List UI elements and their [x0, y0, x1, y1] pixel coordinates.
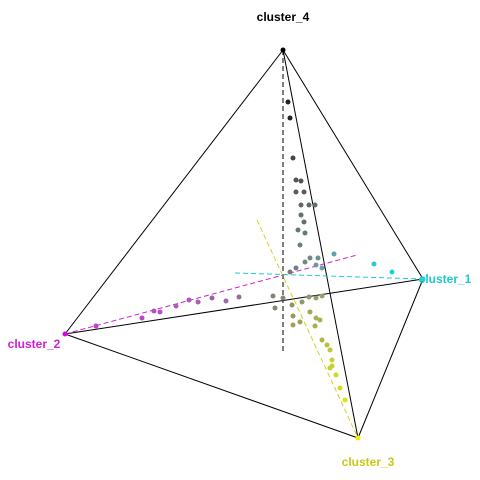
point [302, 259, 308, 265]
point [290, 155, 296, 161]
point [307, 309, 313, 315]
point [355, 435, 361, 441]
point [223, 298, 229, 304]
point [313, 262, 319, 268]
point [93, 323, 99, 329]
point [280, 295, 286, 301]
axis-line [256, 219, 359, 439]
edges [64, 49, 424, 439]
axes [64, 50, 424, 439]
edge [64, 333, 359, 439]
edge [64, 49, 284, 335]
point [312, 323, 318, 329]
point [302, 230, 308, 236]
point [157, 309, 163, 315]
point [306, 202, 312, 208]
point [301, 189, 307, 195]
point [297, 242, 303, 248]
edge [357, 278, 424, 439]
point [317, 317, 323, 323]
point [209, 295, 215, 301]
point [319, 337, 325, 343]
point [293, 177, 299, 183]
point [293, 189, 299, 195]
point [290, 313, 296, 319]
edge [282, 49, 424, 280]
point [297, 319, 303, 325]
point [306, 294, 312, 300]
point [389, 269, 395, 275]
point [151, 308, 157, 314]
axis-line [64, 254, 358, 335]
vertex-label: cluster_3 [342, 455, 395, 469]
point [301, 219, 307, 225]
point [289, 302, 295, 308]
edge [282, 49, 359, 439]
point [371, 261, 377, 267]
point [329, 363, 335, 369]
point [324, 342, 330, 348]
point [287, 115, 293, 121]
point [287, 269, 293, 275]
point [298, 202, 304, 208]
point [315, 255, 321, 261]
point [337, 385, 343, 391]
point [293, 265, 299, 271]
axis-line [234, 272, 424, 280]
point [195, 299, 201, 305]
point [329, 357, 335, 363]
vertex-label: cluster_4 [257, 10, 310, 24]
point [173, 303, 179, 309]
point [186, 297, 192, 303]
point [333, 372, 339, 378]
point [319, 293, 325, 299]
point [295, 227, 301, 233]
point [290, 322, 296, 328]
vertex-label: cluster_2 [8, 337, 61, 351]
point [307, 255, 313, 261]
point [236, 294, 242, 300]
point [327, 347, 333, 353]
point [139, 315, 145, 321]
point [312, 202, 318, 208]
point [285, 99, 291, 105]
point [313, 315, 319, 321]
point [298, 178, 304, 184]
points [62, 47, 426, 441]
vertex-label: cluster_1 [419, 272, 472, 286]
point [272, 305, 278, 311]
point [313, 295, 319, 301]
point [342, 397, 348, 403]
edge [64, 278, 424, 335]
point [280, 47, 286, 53]
point [298, 212, 304, 218]
point [331, 251, 337, 257]
point [62, 331, 68, 337]
point [270, 293, 276, 299]
point [420, 276, 426, 282]
point [299, 299, 305, 305]
point [319, 265, 325, 271]
